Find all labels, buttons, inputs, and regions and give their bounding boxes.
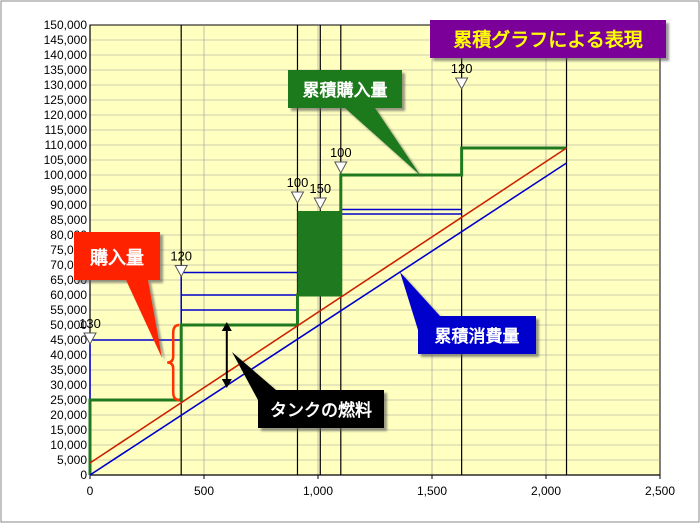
marker-triangle <box>290 191 305 205</box>
x-tick-label: 2,000 <box>531 484 561 498</box>
callout-purchase-amount-label: 購入量 <box>89 247 144 269</box>
callout-tank-fuel-label: タンクの燃料 <box>270 400 372 421</box>
y-tick-label: 25,000 <box>50 393 87 407</box>
marker-triangle <box>313 197 328 211</box>
x-tick-label: 500 <box>194 484 214 498</box>
y-tick-label: 105,000 <box>44 153 88 167</box>
callout-tank-fuel: タンクの燃料 <box>232 352 384 428</box>
callout-cumulative-consumption-label: 累積消費量 <box>435 326 520 347</box>
y-tick-label: 45,000 <box>50 333 87 347</box>
chart-title: 累積グラフによる表現 <box>453 28 642 51</box>
marker-label: 120 <box>451 61 473 76</box>
callout-tank-fuel-shape <box>232 352 384 428</box>
y-tick-label: 60,000 <box>50 288 87 302</box>
purchase-block <box>297 211 341 295</box>
y-tick-label: 100,000 <box>44 168 88 182</box>
callout-purchase-amount: 購入量 <box>74 232 162 358</box>
x-tick-label: 2,500 <box>645 484 675 498</box>
series-cumulative-consumption-line <box>89 162 567 476</box>
y-tick-label: 0 <box>80 468 87 482</box>
marker-label: 150 <box>309 181 331 196</box>
marker-triangle <box>333 161 348 175</box>
y-tick-label: 5,000 <box>57 453 87 467</box>
y-tick-label: 150,000 <box>44 18 88 32</box>
callout-cumulative-consumption: 累積消費量 <box>400 272 536 354</box>
y-tick-label: 125,000 <box>44 93 88 107</box>
marker-triangle <box>454 77 469 91</box>
y-tick-label: 15,000 <box>50 423 87 437</box>
y-tick-label: 55,000 <box>50 303 87 317</box>
marker-label: 130 <box>79 316 101 331</box>
purchase-amount-brace <box>167 323 180 402</box>
callout-cumulative-purchase-label: 累積購入量 <box>303 80 388 101</box>
tank-fuel-arrowhead-bottom <box>221 379 232 388</box>
marker-triangle <box>83 332 97 346</box>
x-tick-label: 1,500 <box>417 484 447 498</box>
series-reference-line <box>89 147 567 464</box>
y-tick-label: 140,000 <box>44 48 88 62</box>
series-cumulative-purchase-line <box>88 146 567 475</box>
title-background <box>430 20 666 58</box>
series-layer <box>88 146 567 476</box>
x-tick-label: 0 <box>87 484 94 498</box>
y-tick-label: 10,000 <box>50 438 87 452</box>
marker-triangle <box>174 265 189 278</box>
callout-cumulative-purchase-shape <box>288 70 420 175</box>
y-tick-label: 50,000 <box>50 318 87 332</box>
y-tick-label: 135,000 <box>44 63 88 77</box>
y-tick-label: 90,000 <box>50 198 87 212</box>
y-tick-label: 40,000 <box>50 348 87 362</box>
marker-label: 120 <box>170 249 192 264</box>
tank-fuel-arrowhead-top <box>221 322 232 331</box>
marker-label: 100 <box>287 175 309 190</box>
marker-label: 100 <box>330 145 352 160</box>
y-tick-label: 120,000 <box>44 108 88 122</box>
callout-purchase-amount-shape <box>74 232 162 358</box>
callouts-layer <box>167 322 232 402</box>
chart-title-box: 累積グラフによる表現 <box>430 20 666 58</box>
y-tick-label: 110,000 <box>45 138 88 152</box>
y-tick-label: 145,000 <box>44 33 88 47</box>
callout-cumulative-consumption-shape <box>400 272 536 354</box>
callout-cumulative-purchase: 累積購入量 <box>288 70 420 175</box>
y-tick-label: 20,000 <box>50 408 87 422</box>
y-tick-label: 95,000 <box>50 183 87 197</box>
y-tick-label: 115,000 <box>45 123 88 137</box>
y-tick-label: 85,000 <box>50 213 87 227</box>
y-tick-label: 35,000 <box>50 363 87 377</box>
x-tick-label: 1,000 <box>303 484 333 498</box>
y-tick-label: 130,000 <box>44 78 88 92</box>
y-tick-label: 30,000 <box>50 378 87 392</box>
